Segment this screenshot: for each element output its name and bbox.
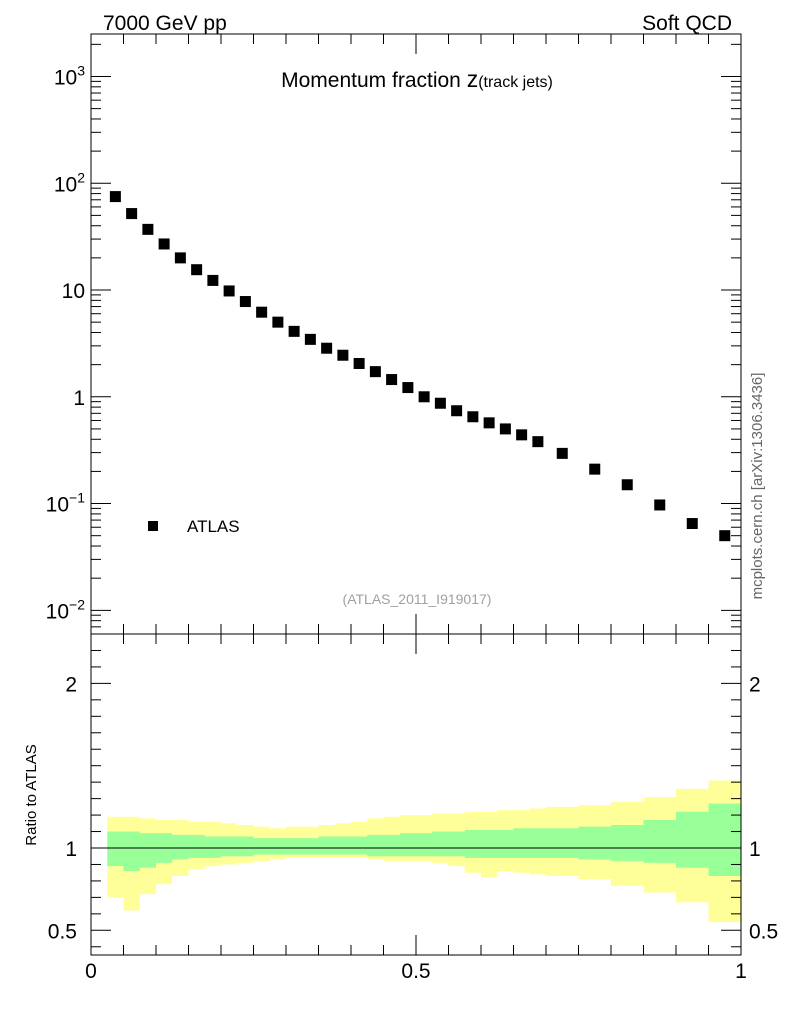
main-y-tick-label: 10−2 [46, 596, 86, 623]
ratio-frame [90, 633, 742, 956]
data-point [686, 518, 698, 530]
ratio-y-tick-label-right: 0.5 [749, 920, 778, 943]
ratio-axis-ticks [90, 633, 742, 955]
header-right: Soft QCD [642, 12, 732, 35]
data-point [418, 391, 430, 403]
data-point [109, 191, 121, 203]
header-left: 7000 GeV pp [103, 12, 227, 35]
ratio-y-axis-label: Ratio to ATLAS [23, 744, 40, 845]
x-tick-label: 0 [85, 960, 97, 983]
data-point [158, 238, 170, 250]
data-point [483, 417, 495, 429]
main-axis-ticks [90, 34, 742, 635]
main-title-text: Momentum fraction [281, 69, 467, 92]
data-points [109, 191, 731, 542]
tick-base: 10 [46, 600, 69, 623]
ratio-y-tick-label-left: 1 [65, 838, 77, 861]
side-label: mcplots.cern.ch [arXiv:1306.3436] [749, 373, 766, 600]
ratio-y-tick-label-right: 1 [749, 838, 761, 861]
data-point [174, 252, 186, 264]
data-point [191, 264, 203, 276]
x-tick-label: 1 [735, 960, 747, 983]
data-point [239, 296, 251, 308]
tick-base: 10 [54, 66, 77, 89]
data-point [207, 274, 219, 286]
legend-label: ATLAS [187, 517, 240, 536]
ratio-y-tick-labels: 0.5 0.5 1 1 2 2 [48, 673, 778, 943]
ratio-y-tick-label-left: 0.5 [48, 920, 77, 943]
main-y-tick-label: 103 [54, 62, 85, 89]
data-point [256, 306, 268, 318]
ratio-panel: 0.5 0.51 12 2 0 0.5 1 Ratio to ATLAS [23, 633, 778, 983]
analysis-id: (ATLAS_2011_I919017) [343, 591, 492, 607]
legend-marker [148, 521, 158, 531]
data-point [532, 436, 544, 448]
inner-uncertainty-band [107, 803, 741, 876]
tick-exponent: 3 [77, 62, 85, 78]
tick-exponent: 2 [77, 169, 85, 185]
ratio-y-tick-label-right: 2 [749, 673, 761, 696]
data-point [272, 316, 284, 328]
data-point [223, 285, 235, 297]
tick-base: 10 [54, 173, 77, 196]
main-y-tick-label: 102 [54, 169, 85, 196]
main-frame [90, 33, 742, 635]
data-point [621, 479, 633, 491]
main-title-sub: (track jets) [478, 74, 553, 91]
data-point [556, 447, 568, 459]
data-point [304, 333, 316, 345]
x-tick-label: 0.5 [401, 960, 430, 983]
main-title-var: z [467, 66, 479, 92]
data-point [499, 423, 511, 435]
data-point [402, 382, 414, 394]
data-point [288, 325, 300, 337]
ratio-bands [107, 780, 741, 923]
data-point [369, 366, 381, 378]
tick-exponent: −1 [69, 490, 85, 506]
data-point [654, 499, 666, 511]
data-point [516, 429, 528, 441]
tick-base: 10 [46, 494, 69, 517]
tick-exponent: −2 [69, 596, 85, 612]
data-point [353, 357, 365, 369]
data-point [589, 463, 601, 475]
data-point [451, 405, 463, 417]
main-title: Momentum fraction z(track jets) [281, 66, 553, 92]
ratio-y-tick-label-left: 2 [65, 673, 77, 696]
data-point [434, 397, 446, 409]
data-point [142, 223, 154, 235]
main-y-tick-label: 10 [62, 280, 85, 303]
data-point [321, 342, 333, 354]
data-point [126, 208, 138, 220]
data-point [719, 530, 731, 542]
data-point [386, 374, 398, 386]
data-point [467, 411, 479, 423]
main-y-tick-label: 1 [73, 387, 85, 410]
main-y-tick-label: 10−1 [46, 490, 86, 517]
x-tick-labels: 0 0.5 1 [85, 960, 747, 983]
data-point [337, 349, 349, 361]
